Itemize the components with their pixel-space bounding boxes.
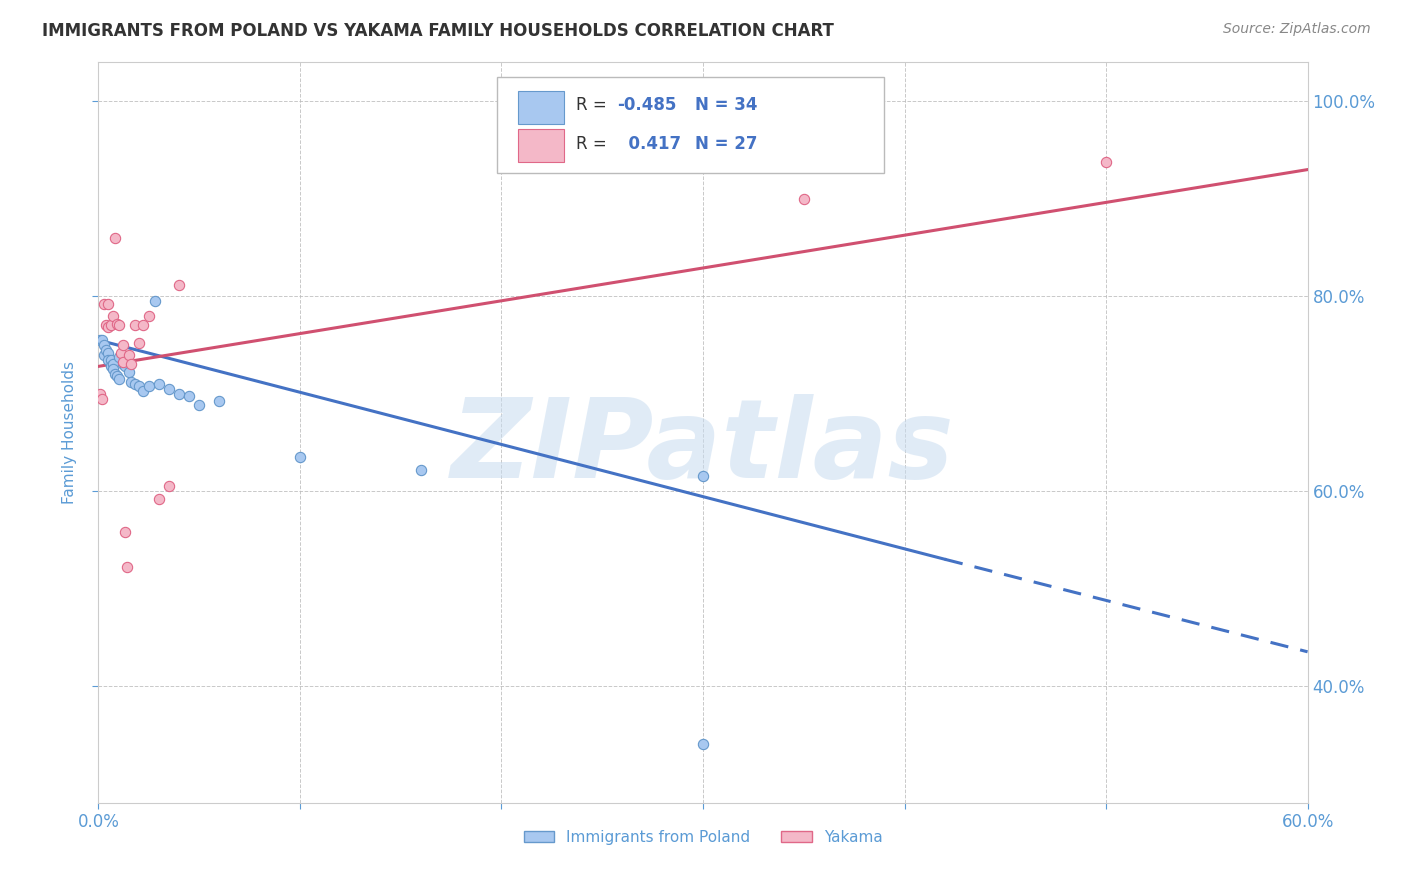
Point xyxy=(111,338,134,352)
Point xyxy=(115,560,138,574)
Point xyxy=(91,333,114,347)
Point xyxy=(97,297,120,311)
Point xyxy=(167,277,190,292)
Text: R =: R = xyxy=(576,135,612,153)
Point xyxy=(97,345,120,359)
Point xyxy=(101,358,124,372)
Point xyxy=(128,336,150,351)
Point xyxy=(157,382,180,396)
Text: -0.485: -0.485 xyxy=(617,96,676,114)
Point xyxy=(148,376,170,391)
Point xyxy=(208,394,231,409)
Point xyxy=(100,359,122,374)
Point xyxy=(93,297,115,311)
FancyBboxPatch shape xyxy=(517,91,564,124)
Point xyxy=(103,231,125,245)
Point xyxy=(107,318,129,333)
Point xyxy=(100,318,122,333)
Point xyxy=(105,317,128,331)
Point xyxy=(120,358,142,372)
Text: N = 27: N = 27 xyxy=(695,135,756,153)
Y-axis label: Family Households: Family Households xyxy=(62,361,77,504)
Point xyxy=(101,309,124,323)
Point xyxy=(111,358,134,372)
Text: 0.417: 0.417 xyxy=(617,135,682,153)
Point xyxy=(93,338,115,352)
Point xyxy=(107,372,129,386)
Point xyxy=(120,375,142,389)
Point xyxy=(124,318,146,333)
Point xyxy=(114,359,136,374)
Point xyxy=(288,450,311,464)
Legend: Immigrants from Poland, Yakama: Immigrants from Poland, Yakama xyxy=(517,823,889,851)
Point xyxy=(1095,154,1118,169)
Point xyxy=(89,386,111,401)
Point xyxy=(103,367,125,381)
Point xyxy=(179,389,201,403)
FancyBboxPatch shape xyxy=(498,78,884,173)
Text: N = 34: N = 34 xyxy=(695,96,756,114)
Text: ZIPatlas: ZIPatlas xyxy=(451,394,955,501)
Point xyxy=(97,320,120,334)
Point xyxy=(128,379,150,393)
Point xyxy=(110,345,132,359)
Point xyxy=(114,524,136,539)
Text: IMMIGRANTS FROM POLAND VS YAKAMA FAMILY HOUSEHOLDS CORRELATION CHART: IMMIGRANTS FROM POLAND VS YAKAMA FAMILY … xyxy=(42,22,834,40)
Point xyxy=(118,365,141,379)
Point xyxy=(138,379,160,393)
FancyBboxPatch shape xyxy=(517,129,564,162)
Point xyxy=(101,362,124,376)
Point xyxy=(138,309,160,323)
Point xyxy=(188,398,211,412)
Point xyxy=(148,491,170,506)
Point xyxy=(124,376,146,391)
Point xyxy=(132,384,155,398)
Point xyxy=(105,369,128,384)
Point xyxy=(118,348,141,362)
Point xyxy=(692,737,714,751)
Point xyxy=(692,469,714,483)
Point xyxy=(96,318,118,333)
Point xyxy=(107,350,129,364)
Point xyxy=(409,462,432,476)
Text: R =: R = xyxy=(576,96,612,114)
Point xyxy=(91,392,114,406)
Point xyxy=(93,348,115,362)
Point xyxy=(132,318,155,333)
Point xyxy=(89,333,111,347)
Point xyxy=(100,352,122,367)
Point xyxy=(97,352,120,367)
Point xyxy=(96,343,118,357)
Point xyxy=(111,355,134,369)
Point xyxy=(167,386,190,401)
Text: Source: ZipAtlas.com: Source: ZipAtlas.com xyxy=(1223,22,1371,37)
Point xyxy=(793,192,815,206)
Point xyxy=(157,479,180,493)
Point xyxy=(143,294,166,309)
